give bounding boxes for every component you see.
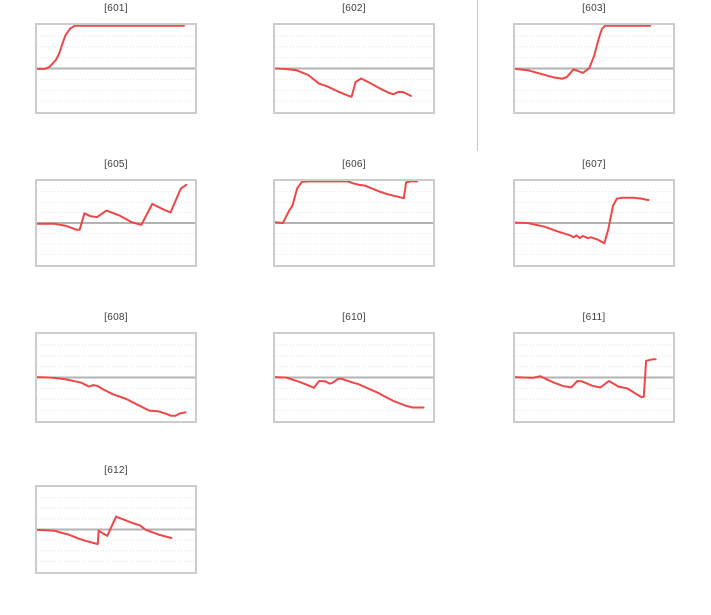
chart-title: [611] — [582, 312, 606, 323]
sparkline-canvas — [37, 25, 195, 102]
sparkline-canvas — [515, 25, 673, 102]
chart-plot-area — [273, 179, 435, 267]
sparkline-chart-611: [611] — [513, 311, 675, 423]
chart-title: [612] — [104, 465, 128, 476]
sparkline-chart-607: [607] — [513, 158, 675, 267]
chart-title: [602] — [342, 3, 366, 14]
sparkline-chart-606: [606] — [273, 158, 435, 267]
sparkline-chart-612: [612] — [35, 464, 197, 574]
sparkline-chart-610: [610] — [273, 311, 435, 423]
chart-plot-area — [35, 23, 197, 114]
chart-title: [608] — [104, 312, 128, 323]
data-line — [275, 376, 425, 409]
sparkline-chart-602: [602] — [273, 2, 435, 114]
chart-plot-area — [513, 179, 675, 267]
data-line — [275, 181, 419, 224]
chart-title: [606] — [342, 159, 366, 170]
sparkline-canvas — [37, 344, 195, 417]
chart-plot-area — [513, 332, 675, 423]
sparkline-canvas — [37, 183, 195, 255]
data-line — [37, 183, 188, 231]
chart-plot-area — [35, 179, 197, 267]
chart-title: [607] — [582, 159, 606, 170]
data-line — [37, 515, 173, 545]
sparkline-canvas — [275, 344, 433, 411]
data-line — [275, 67, 412, 98]
sparkline-canvas — [515, 191, 673, 255]
data-line — [515, 358, 657, 399]
sparkline-chart-605: [605] — [35, 158, 197, 267]
chart-plot-area — [35, 332, 197, 423]
chart-title: [601] — [104, 3, 128, 14]
data-line — [515, 196, 650, 245]
chart-plot-area — [35, 485, 197, 574]
chart-plot-area — [273, 23, 435, 114]
sparkline-canvas — [275, 35, 433, 102]
sparkline-chart-601: [601] — [35, 2, 197, 114]
chart-plot-area — [513, 23, 675, 114]
data-line — [515, 25, 652, 80]
data-line — [37, 376, 187, 417]
data-line — [37, 25, 185, 70]
sparkline-chart-603: [603] — [513, 2, 675, 114]
chart-title: [603] — [582, 3, 606, 14]
chart-title: [610] — [342, 312, 366, 323]
sparkline-canvas — [515, 344, 673, 411]
sparkline-canvas — [37, 497, 195, 562]
sparkline-canvas — [275, 181, 433, 255]
sparkline-chart-608: [608] — [35, 311, 197, 423]
column-separator-line — [477, 0, 478, 151]
chart-plot-area — [273, 332, 435, 423]
chart-title: [605] — [104, 159, 128, 170]
